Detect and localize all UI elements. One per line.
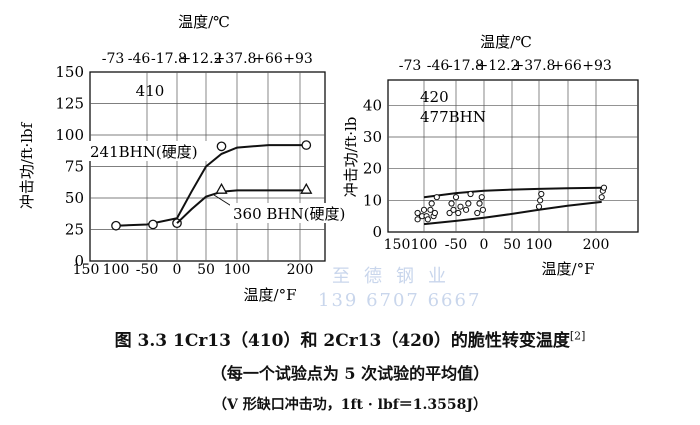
data-point-triangle [300, 182, 313, 194]
x-tick-label: -50 [445, 237, 468, 253]
caption-units: （V 形缺口冲击功，1ft · lbf＝1.3558J） [213, 397, 487, 413]
data-point [537, 197, 544, 204]
data-point [431, 209, 438, 217]
data-point-circle [148, 219, 158, 230]
series-label-241bhn: 241BHN(硬度) [90, 143, 198, 161]
x-tick-label: 200 [287, 262, 314, 278]
top-tick-label: +37.8 [214, 51, 257, 67]
data-point [414, 216, 421, 223]
data-point [428, 200, 435, 207]
y-tick-label: 0 [372, 223, 382, 241]
data-point [465, 200, 472, 207]
leader-line [213, 194, 234, 208]
x-tick-label: 50 [197, 262, 215, 278]
y-tick-label: 30 [363, 128, 382, 146]
caption-title: 图 3.3 1Cr13（410）和 2Cr13（420）的脆性转变温度 [114, 331, 570, 351]
series-label-360bhn: 360 BHN(硬度) [233, 205, 345, 223]
data-point-circle [111, 220, 121, 231]
data-point [448, 200, 455, 207]
y-tick-label: 75 [65, 158, 84, 176]
caption-note: （每一个试验点为 5 次试验的平均值） [210, 364, 490, 383]
band-lower-curve [423, 200, 602, 226]
y-tick-label: 25 [65, 221, 84, 239]
x-tick-label: 100 [411, 237, 438, 253]
y-tick-label: 10 [363, 191, 382, 209]
band-upper-curve [423, 186, 602, 199]
y-axis-title: 冲击功/ft·lb [342, 117, 360, 198]
top-tick-label: -46 [427, 58, 450, 74]
top-tick-label: -73 [102, 51, 125, 67]
watermark-company: 至德钢业 [332, 266, 460, 287]
data-point [476, 200, 483, 207]
data-point [479, 206, 486, 213]
x-tick-label: 150 [384, 237, 411, 253]
x-tick-label: 100 [224, 262, 251, 278]
series-label-bg [230, 203, 360, 223]
y-axis-title: 冲击功/ft·lbf [18, 121, 36, 209]
data-point [420, 206, 428, 213]
chart-annotation: 420 [420, 88, 449, 106]
top-axis-title: 温度/℃ [480, 33, 532, 51]
data-point [474, 209, 481, 217]
y-tick-label: 125 [55, 95, 84, 113]
data-point-triangle [215, 182, 228, 194]
y-tick-label: 40 [363, 96, 382, 114]
y-tick-label: 100 [55, 126, 84, 144]
data-point [538, 190, 545, 198]
x-axis-title: 温度/°F [244, 286, 297, 304]
x-axis-title: 温度/°F [542, 260, 595, 278]
chart-annotation: 477BHN [420, 108, 486, 126]
x-tick-label: 100 [103, 262, 130, 278]
chart-annotation: 410 [136, 82, 165, 100]
data-point-circle [216, 141, 227, 152]
x-tick-label: 200 [583, 237, 610, 253]
top-tick-label: +37.8 [513, 58, 556, 74]
top-tick-label: +12.2 [180, 51, 223, 67]
top-tick-label: +66 [552, 58, 582, 74]
data-point [452, 194, 460, 201]
data-point [414, 209, 421, 217]
top-tick-label: -17.8 [448, 58, 484, 74]
watermark-phone: 139 6707 6667 [318, 290, 482, 311]
series-label-bg [88, 141, 210, 161]
caption-reference: [2] [569, 329, 586, 343]
x-tick-label: -50 [136, 262, 159, 278]
y-tick-label: 50 [65, 189, 84, 207]
figure-caption: 图 3.3 1Cr13（410）和 2Cr13（420）的脆性转变温度[2] [0, 326, 700, 351]
data-point [462, 206, 470, 213]
top-tick-label: +93 [582, 58, 612, 74]
data-point [450, 206, 457, 213]
y-tick-label: 0 [74, 252, 84, 270]
y-tick-label: 20 [363, 160, 382, 178]
x-tick-label: 100 [526, 237, 553, 253]
plot-frame [387, 79, 639, 233]
top-tick-label: -73 [399, 58, 422, 74]
top-tick-label: +66 [253, 51, 283, 67]
top-tick-label: -17.8 [151, 51, 187, 67]
top-tick-label: -46 [128, 51, 151, 67]
data-point [598, 194, 605, 201]
data-point-circle [301, 140, 312, 150]
y-tick-label: 150 [55, 63, 84, 81]
data-point [427, 206, 434, 213]
data-point [424, 216, 431, 223]
top-tick-label: +93 [283, 51, 313, 67]
data-point [467, 190, 474, 198]
data-point [535, 203, 543, 210]
top-axis-title: 温度/℃ [178, 13, 230, 31]
data-point [457, 203, 464, 210]
x-tick-label: 50 [503, 237, 521, 253]
data-point [455, 209, 462, 217]
x-tick-label: 0 [173, 262, 182, 278]
data-point [478, 194, 485, 201]
data-point [433, 194, 440, 201]
data-point [446, 209, 453, 217]
x-tick-label: 150 [73, 262, 100, 278]
top-tick-label: +12.2 [477, 58, 520, 74]
data-point [600, 184, 608, 191]
x-tick-label: 0 [480, 237, 489, 253]
